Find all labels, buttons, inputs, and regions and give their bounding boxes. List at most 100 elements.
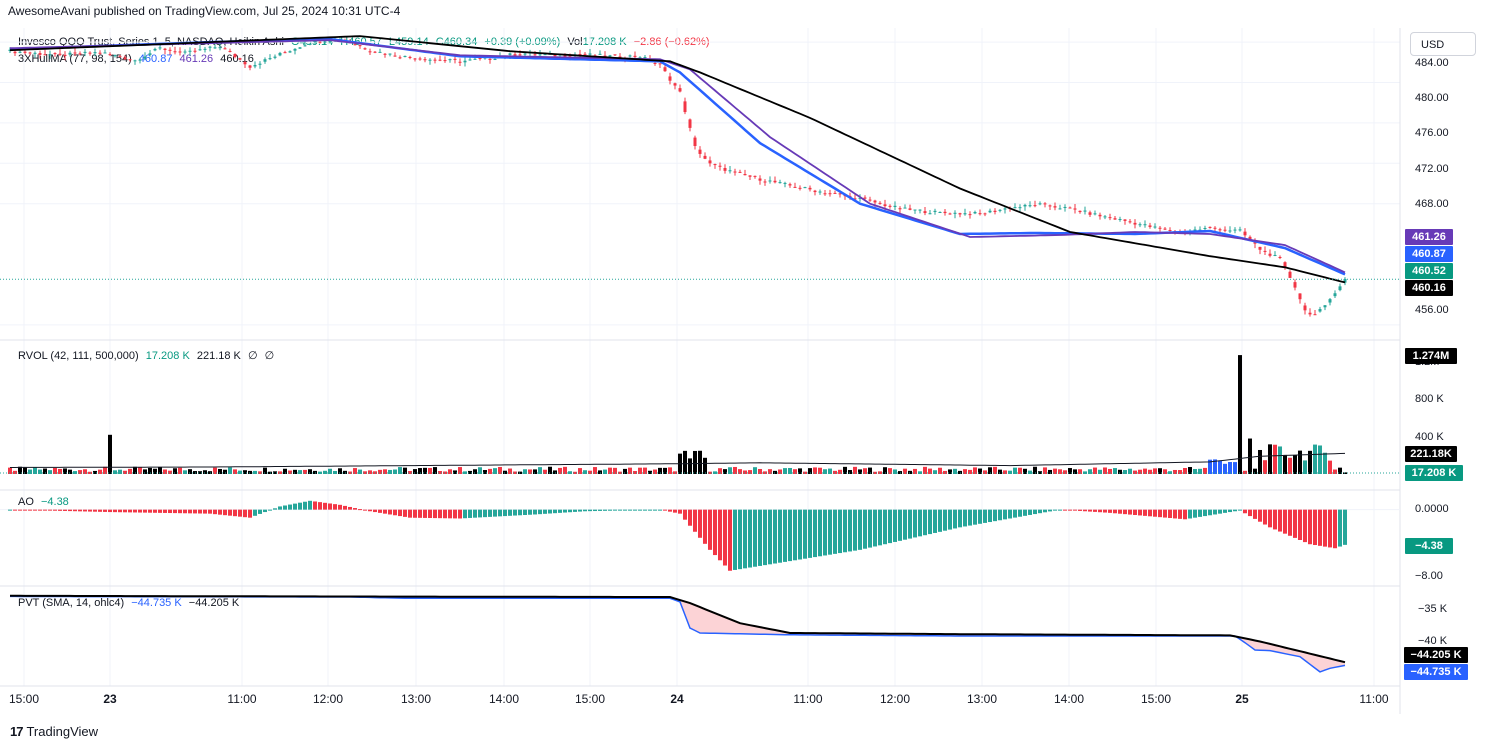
candle-body — [253, 65, 257, 67]
ao-bar — [333, 504, 337, 510]
rvol-bar — [1323, 452, 1327, 474]
ao-bar — [1098, 509, 1102, 513]
candle-body — [638, 57, 642, 59]
rvol-bar — [1088, 469, 1092, 474]
candle-body — [1018, 207, 1022, 209]
ao-bar — [1143, 509, 1147, 516]
candle-body — [613, 54, 617, 56]
ao-bar — [1258, 509, 1262, 522]
candle-body — [378, 51, 382, 53]
candle-body — [103, 52, 107, 54]
candle-body — [273, 56, 277, 58]
candle-body — [1128, 221, 1132, 223]
ao-bar — [98, 509, 102, 512]
rvol-bar — [448, 469, 452, 474]
rvol-bar — [998, 469, 1002, 474]
ao-bar — [813, 509, 817, 558]
rvol-bar — [758, 468, 762, 474]
ao-bar — [573, 509, 577, 512]
candle-body — [138, 59, 142, 61]
candle-body — [868, 199, 872, 201]
candle-body — [368, 51, 372, 53]
ao-bar — [318, 502, 322, 510]
rvol-value-3: ∅ — [247, 350, 258, 362]
rvol-tag-last: 17.208 K — [1405, 465, 1463, 481]
pvt-legend[interactable]: PVT (SMA, 14, ohlc4) −44.735 K −44.205 K — [18, 597, 243, 609]
candle-body — [898, 208, 902, 210]
tradingview-logo[interactable]: 17 TradingView — [10, 724, 98, 739]
ao-bar — [353, 508, 357, 510]
rvol-value-4: ∅ — [264, 350, 275, 362]
ao-bar — [373, 509, 377, 513]
ao-bar — [1263, 509, 1267, 525]
rvol-bar — [1308, 450, 1312, 474]
ao-legend[interactable]: AO −4.38 — [18, 496, 73, 508]
rvol-bar — [893, 469, 897, 474]
rvol-bar — [698, 450, 702, 474]
rvol-bar — [1288, 457, 1292, 474]
grid-lines — [0, 28, 1400, 686]
candle-body — [753, 175, 757, 177]
rvol-bar — [683, 450, 687, 474]
price-axis-label: 468.00 — [1415, 198, 1449, 210]
ao-bar — [873, 509, 877, 547]
ao-bar — [183, 509, 187, 514]
rvol-bar — [303, 469, 307, 474]
ao-bar — [113, 509, 117, 513]
rvol-bar — [938, 467, 942, 474]
rvol-bar — [693, 450, 697, 474]
ao-bar — [1218, 509, 1222, 514]
candle-body — [578, 54, 582, 56]
ao-bar — [1283, 509, 1287, 534]
candle-body — [383, 53, 387, 55]
rvol-bar — [733, 466, 737, 474]
rvol-bar — [703, 457, 707, 474]
candle-body — [133, 60, 137, 62]
time-axis-label: 15:00 — [8, 692, 40, 706]
ao-bar — [1043, 509, 1047, 513]
ao-bar — [473, 509, 477, 518]
candle-body — [468, 59, 472, 61]
rvol-bar — [1318, 445, 1322, 474]
rvol-bar — [93, 470, 97, 474]
rvol-bar — [943, 470, 947, 474]
ao-bar — [273, 508, 277, 510]
rvol-bar — [188, 469, 192, 474]
candle-body — [1323, 305, 1327, 308]
ao-bar — [583, 509, 587, 512]
rvol-bar — [453, 470, 457, 474]
rvol-bar — [1098, 469, 1102, 474]
rvol-legend[interactable]: RVOL (42, 111, 500,000) 17.208 K 221.18 … — [18, 349, 278, 362]
candle-body — [958, 213, 962, 215]
ao-bar — [1188, 509, 1192, 519]
candle-body — [833, 192, 837, 194]
ao-bar — [553, 509, 557, 514]
ao-bar — [1088, 509, 1092, 512]
currency-button[interactable]: USD — [1410, 32, 1476, 56]
candle-body — [908, 208, 912, 210]
pvt-lines — [10, 594, 1346, 673]
candle-body — [268, 58, 272, 60]
rvol-bar — [328, 468, 332, 474]
rvol-bar — [1233, 462, 1237, 474]
rvol-bar — [708, 471, 712, 474]
candle-body — [738, 171, 742, 173]
candle-body — [1063, 206, 1067, 208]
rvol-bar — [1093, 467, 1097, 474]
candle-body — [53, 53, 57, 55]
candle-body — [168, 49, 172, 51]
rvol-bar — [138, 467, 142, 474]
rvol-bar — [543, 469, 547, 474]
ao-bar — [1168, 509, 1172, 519]
ao-bar — [603, 509, 607, 511]
ao-bar — [598, 509, 602, 511]
ao-bar — [1028, 509, 1032, 515]
rvol-bar — [323, 470, 327, 474]
time-axis-label: 11:00 — [793, 692, 823, 706]
ao-bar — [233, 509, 237, 517]
ao-bar — [743, 509, 747, 569]
candle-body — [1013, 207, 1017, 209]
candle-body — [78, 53, 82, 55]
rvol-bar — [413, 469, 417, 474]
